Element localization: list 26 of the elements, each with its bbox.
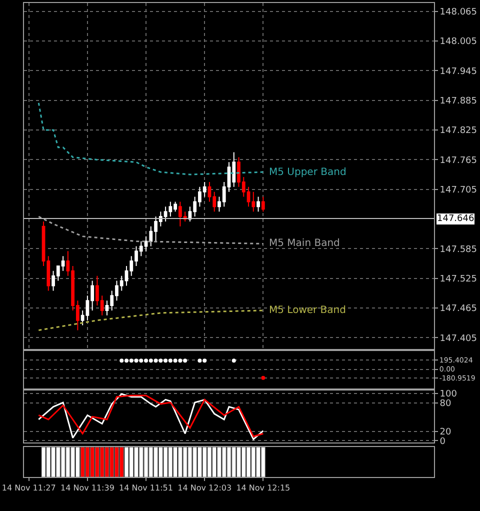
y-tick-label: 0 <box>440 436 446 447</box>
y-tick-label: 147.945 <box>440 66 478 77</box>
y-tick-label: 147.885 <box>440 96 478 107</box>
x-tick-label: 14 Nov 11:27 <box>2 484 56 493</box>
y-tick-label: 147.705 <box>440 186 478 196</box>
y-tick-label: 148.005 <box>440 37 478 48</box>
y-tick-label: 20 <box>440 427 452 438</box>
x-tick-label: 14 Nov 12:03 <box>178 484 232 493</box>
x-tick-label: 14 Nov 11:39 <box>60 484 114 493</box>
ref-line-label: 147.646 <box>437 214 474 224</box>
series-label: M5 Lower Band <box>269 305 346 316</box>
x-tick-label: 14 Nov 11:51 <box>119 484 173 493</box>
series-label: M5 Main Band <box>269 238 340 249</box>
y-tick-label: 148.065 <box>440 8 478 18</box>
y-tick-label: 80 <box>440 399 452 410</box>
candlestick <box>261 196 265 212</box>
y-tick-label: 147.465 <box>440 304 478 314</box>
y-tick-label: 147.825 <box>440 126 478 136</box>
series-label: M5 Upper Band <box>269 167 346 178</box>
y-tick-label: 147.765 <box>440 156 478 166</box>
y-tick-label: 100 <box>440 390 458 400</box>
y-tick-label: 147.585 <box>440 244 478 255</box>
x-tick-label: 14 Nov 12:15 <box>236 484 290 493</box>
y-tick-label: 147.405 <box>440 334 478 344</box>
candlestick <box>256 196 260 212</box>
y-tick-label: 147.525 <box>440 274 478 284</box>
